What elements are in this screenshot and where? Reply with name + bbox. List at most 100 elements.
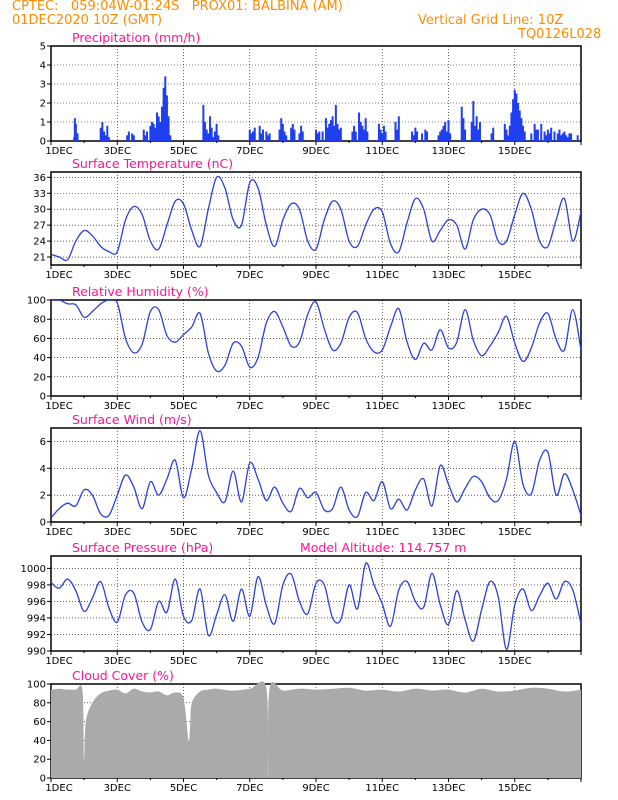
precip-bar [449, 133, 452, 141]
y-tick-label: 2 [40, 99, 46, 110]
precip-bar [515, 93, 518, 141]
precip-bar [568, 133, 571, 141]
precip-bar [281, 123, 284, 141]
precip-bar [503, 123, 506, 141]
x-tick-label: 1DEC [45, 783, 72, 794]
y-tick-label: 33 [33, 189, 46, 200]
x-tick-label: 5DEC [170, 783, 197, 794]
cloud-cover-area [51, 681, 581, 778]
precip-bar [258, 125, 261, 141]
precip-bar [548, 133, 551, 141]
x-tick-label: 3DEC [104, 146, 131, 157]
y-tick-label: 6 [40, 437, 46, 448]
y-tick-label: 4 [40, 61, 46, 72]
precip-bar [359, 122, 362, 141]
precip-bar [439, 131, 442, 141]
precip-bar [464, 129, 467, 141]
header-grid-note: Vertical Grid Line: 10Z [418, 13, 564, 28]
precip-bar [268, 133, 271, 141]
precip-bar [535, 129, 538, 141]
precip-bar [507, 135, 510, 141]
precip-bar [354, 131, 357, 141]
precip-bar [421, 133, 423, 141]
precip-bar [326, 127, 329, 141]
x-tick-label: 15DEC [498, 527, 532, 538]
header-datetime: 01DEC2020 10Z (GMT) [12, 13, 163, 28]
precip-bar [290, 127, 293, 141]
x-tick-label: 9DEC [302, 146, 329, 157]
model-altitude-label: Model Altitude: 114.757 m [300, 540, 466, 555]
precip-bar [132, 135, 135, 141]
precip-bar [553, 131, 556, 141]
panel-title: Relative Humidity (%) [72, 284, 209, 299]
precip-bar [160, 106, 163, 141]
x-tick-label: 3DEC [104, 270, 131, 281]
precip-bar [558, 129, 561, 141]
precip-bar [472, 101, 475, 141]
precip-bar [106, 125, 109, 141]
precip-bar [103, 131, 105, 141]
precip-bar [353, 125, 356, 141]
precip-bar [283, 131, 286, 141]
precip-bar [167, 116, 170, 141]
precip-bar [159, 122, 162, 141]
precip-bar [266, 135, 269, 141]
precip-bar [217, 135, 220, 141]
x-tick-label: 13DEC [432, 527, 466, 538]
precip-bar [505, 129, 508, 141]
precip-bar [566, 137, 569, 141]
precip-bar [425, 131, 428, 141]
series-line [51, 300, 581, 373]
panel-title: Surface Temperature (nC) [72, 156, 233, 171]
precip-bar [475, 116, 478, 141]
precip-bar [316, 133, 319, 141]
precip-bar [215, 123, 218, 141]
series-line [51, 430, 581, 519]
precip-bar [543, 131, 546, 141]
precip-bar [205, 129, 208, 141]
precip-bar [165, 95, 168, 141]
y-tick-label: 0 [40, 392, 46, 403]
x-tick-label: 7DEC [236, 527, 263, 538]
y-tick-label: 0 [40, 774, 46, 785]
precip-bar [416, 131, 419, 141]
x-tick-label: 1DEC [45, 270, 72, 281]
y-tick-label: 80 [33, 315, 46, 326]
series-line [51, 175, 581, 262]
x-tick-label: 1DEC [45, 656, 72, 667]
y-tick-label: 1000 [21, 564, 46, 575]
y-tick-label: 36 [33, 173, 46, 184]
precip-bar [530, 133, 533, 141]
precip-bar [470, 122, 473, 141]
x-tick-label: 13DEC [432, 270, 466, 281]
precip-bar [262, 129, 264, 141]
precip-bar [492, 127, 495, 141]
x-tick-label: 3DEC [104, 401, 131, 412]
series-line [51, 562, 581, 650]
x-tick-label: 1DEC [45, 527, 72, 538]
x-tick-label: 15DEC [498, 401, 532, 412]
precip-bar [101, 122, 104, 141]
precip-bar [363, 129, 366, 141]
precip-bar [127, 131, 130, 141]
precip-bar [550, 127, 553, 141]
precip-bar [300, 125, 303, 141]
precip-bar [250, 133, 253, 141]
x-tick-label: 1DEC [45, 146, 72, 157]
precip-bar [76, 133, 79, 141]
panel-title: Surface Wind (m/s) [72, 412, 192, 427]
x-tick-label: 7DEC [236, 401, 263, 412]
precip-bar [563, 131, 566, 141]
y-tick-label: 40 [33, 353, 46, 364]
precip-bar [151, 122, 154, 141]
y-tick-label: 3 [40, 80, 46, 91]
x-tick-label: 7DEC [236, 270, 263, 281]
precip-bar [556, 133, 559, 141]
y-tick-label: 80 [33, 698, 46, 709]
precip-bar [440, 129, 443, 141]
precip-bar [523, 131, 526, 141]
precip-bar [74, 123, 77, 141]
precip-bar [142, 129, 145, 141]
panel-frame [50, 555, 582, 652]
y-tick-label: 994 [27, 613, 46, 624]
